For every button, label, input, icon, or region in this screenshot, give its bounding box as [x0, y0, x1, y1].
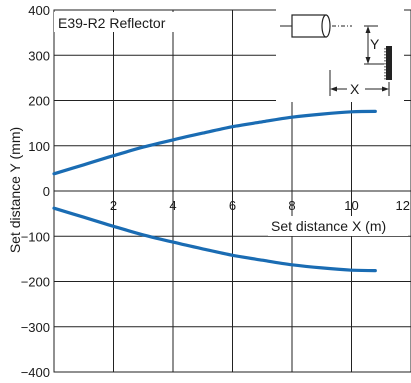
title-background [54, 12, 180, 32]
sensor-icon [280, 14, 352, 38]
x-tick-label: 8 [288, 198, 295, 213]
y-axis-title: Set distance Y (mm) [7, 127, 23, 253]
x-dimension-arrow [329, 70, 390, 96]
series-line-upper [52, 109, 377, 176]
setup-diagram: Y X [276, 8, 404, 102]
y-dimension-arrow [364, 25, 384, 65]
inset-y-label: Y [370, 36, 380, 52]
y-tick-label: 400 [28, 3, 50, 18]
x-tick-label: 2 [110, 198, 117, 213]
x-tick-label: 12 [396, 198, 410, 213]
x-tick-label: 4 [169, 198, 176, 213]
inset-x-label: X [350, 81, 360, 97]
y-tick-label: 0 [43, 184, 50, 199]
y-tick-label: −200 [21, 275, 50, 290]
x-tick-label: 6 [229, 198, 236, 213]
axes: 400 300 200 100 0 −100 −200 −300 −400 2 4 6 8 10 12 [21, 3, 411, 380]
y-tick-label: 200 [28, 94, 50, 109]
series [52, 109, 377, 273]
y-tick-label: 300 [28, 48, 50, 63]
y-tick-label: 100 [28, 139, 50, 154]
y-tick-label: −300 [21, 320, 50, 335]
chart-title: E39-R2 Reflector [58, 15, 166, 31]
reflector-icon [384, 46, 392, 80]
y-tick-label: −100 [21, 229, 50, 244]
x-axis-title: Set distance X (m) [271, 218, 386, 234]
x-axis-title-background [268, 216, 408, 236]
x-tick-label: 10 [344, 198, 358, 213]
series-line-lower [52, 206, 377, 273]
y-tick-label: −400 [21, 365, 50, 378]
